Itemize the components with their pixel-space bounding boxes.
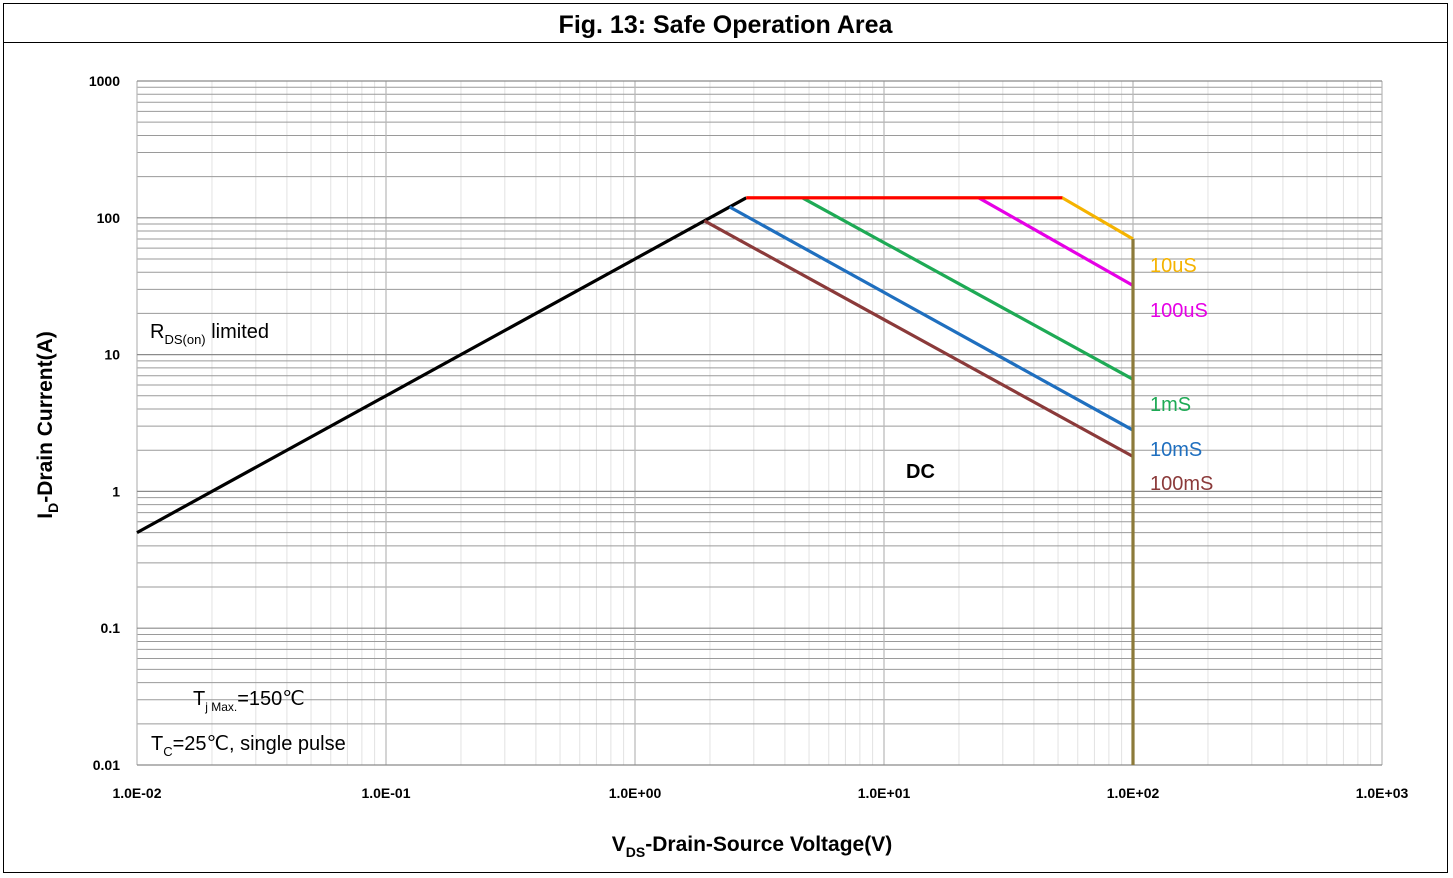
dc-label: DC <box>906 461 935 483</box>
series-lines <box>136 196 1135 765</box>
y-axis-title: ID-Drain Current(A) <box>34 331 61 518</box>
chart-title: Fig. 13: Safe Operation Area <box>3 3 1448 43</box>
x-axis-title: VDS-Drain-Source Voltage(V) <box>612 833 892 860</box>
y-tick-label: 1000 <box>89 73 120 89</box>
series-label-10us: 10uS <box>1150 255 1197 277</box>
grid <box>136 80 1383 766</box>
series-label-1ms: 1mS <box>1150 394 1191 416</box>
x-tick-label: 1.0E-01 <box>361 785 410 801</box>
x-tick-label: 1.0E-02 <box>112 785 161 801</box>
series-label-100ms: 100mS <box>1150 473 1213 495</box>
series-labels: 10uS 100uS 1mS 10mS 100mS <box>1150 255 1213 495</box>
y-tick-labels: 0.01 0.1 1 10 100 1000 <box>89 73 120 773</box>
x-tick-label: 1.0E+01 <box>858 785 911 801</box>
y-tick-label: 100 <box>97 210 121 226</box>
rds-on-limited-label: RDS(on) limited <box>150 321 269 347</box>
y-tick-label: 10 <box>104 347 120 363</box>
y-tick-label: 1 <box>112 483 120 499</box>
y-tick-label: 0.01 <box>93 757 120 773</box>
series-line-1ms <box>801 196 1134 381</box>
x-tick-label: 1.0E+02 <box>1107 785 1160 801</box>
series-line-10ms <box>728 205 1134 432</box>
series-label-10ms: 10mS <box>1150 439 1202 461</box>
y-tick-label: 0.1 <box>101 620 121 636</box>
series-line-100us <box>977 196 1134 287</box>
series-line-rds-on-limited <box>136 196 748 535</box>
tc-label: TC=25℃, single pulse <box>151 733 346 759</box>
series-line-100ms <box>703 219 1134 458</box>
x-tick-labels: 1.0E-02 1.0E-01 1.0E+00 1.0E+01 1.0E+02 1.0E+… <box>112 785 1408 801</box>
x-tick-label: 1.0E+00 <box>609 785 662 801</box>
series-label-100us: 100uS <box>1150 300 1208 322</box>
chart-frame <box>3 3 1448 873</box>
x-tick-label: 1.0E+03 <box>1356 785 1409 801</box>
tj-max-label: Tj Max.=150℃ <box>193 688 305 714</box>
